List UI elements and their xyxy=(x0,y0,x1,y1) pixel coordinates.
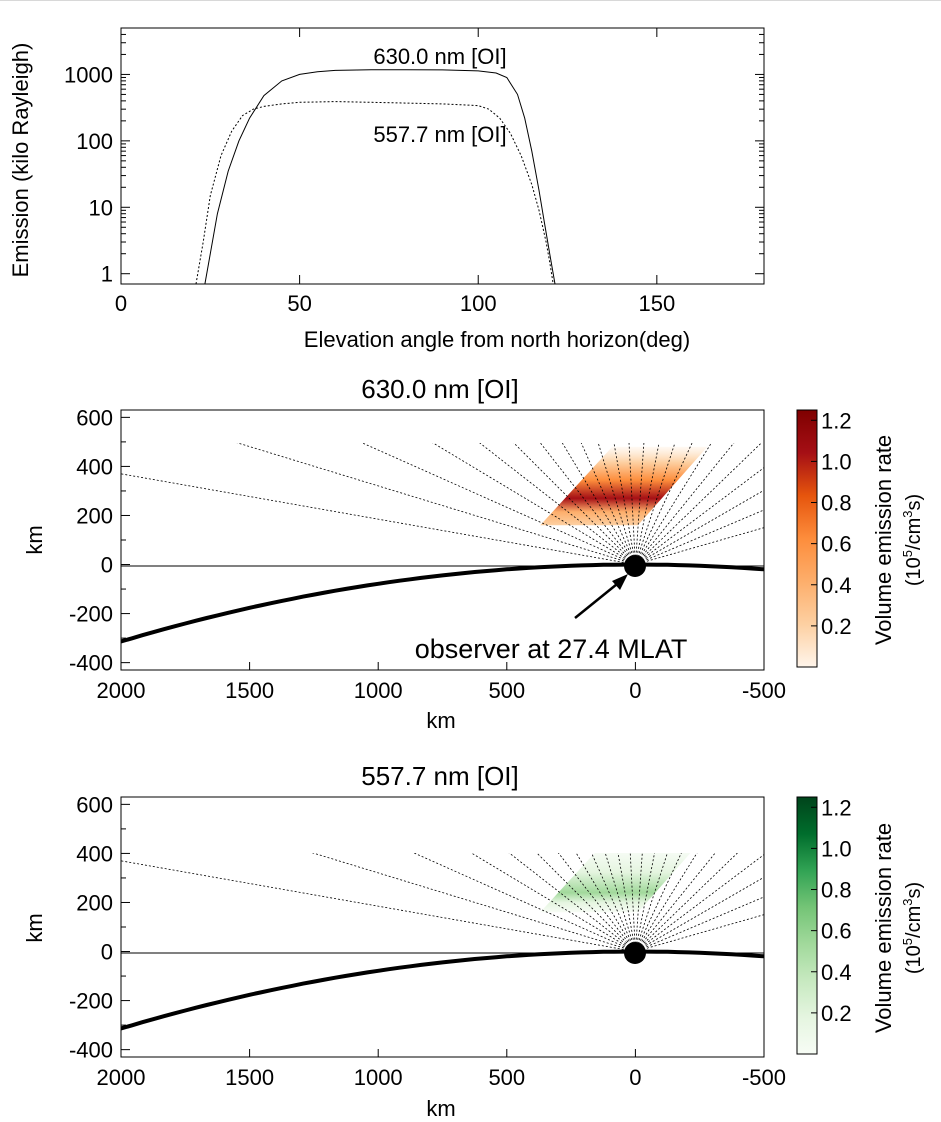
sight-ray xyxy=(121,860,636,952)
series-line-557.7 xyxy=(195,101,554,285)
y-tick-label: 200 xyxy=(76,503,113,528)
colorbar xyxy=(796,409,818,668)
x-tick-label: 500 xyxy=(488,1065,525,1090)
colorbar-tick-label: 0.8 xyxy=(821,491,852,516)
x-axis-label: Elevation angle from north horizon(deg) xyxy=(304,327,690,352)
colorbar-tick-label: 1.2 xyxy=(821,408,852,433)
x-tick-label: 150 xyxy=(638,291,675,316)
colorbar-tick-label: 0.6 xyxy=(821,532,852,557)
y-tick-label: 0 xyxy=(101,553,113,578)
series-lines xyxy=(195,69,556,285)
colorbar-tick-label: 0.4 xyxy=(821,573,852,598)
x-tick-label: 2000 xyxy=(97,678,146,703)
series-label-630: 630.0 nm [OI] xyxy=(373,44,506,69)
y-tick-label: 0 xyxy=(101,940,113,965)
emission-line-chart: 0 50 100 150 1 10 100 1000 630.0 nm [OI] 557.7 … xyxy=(8,27,765,352)
line-of-sight-rays xyxy=(121,853,764,952)
earth-surface xyxy=(121,949,764,1031)
y-tick-label: 600 xyxy=(76,405,113,430)
y-tick-label: 1 xyxy=(101,262,113,287)
sight-ray xyxy=(236,443,636,565)
colorbar-tick-label: 0.2 xyxy=(821,614,852,639)
observer-arrow-head xyxy=(612,574,628,590)
axis-ticks: 0 50 100 150 1 10 100 1000 xyxy=(64,27,764,316)
x-tick-label: 0 xyxy=(115,291,127,316)
y-axis-label: km xyxy=(22,525,47,554)
colorbar-tick-label: 1.0 xyxy=(821,449,852,474)
map-title: 630.0 nm [OI] xyxy=(361,374,519,404)
y-tick-label: 10 xyxy=(89,195,113,220)
x-tick-label: 50 xyxy=(287,291,311,316)
emission-region xyxy=(540,853,691,913)
series-line-630.0 xyxy=(204,69,556,285)
observer-label: observer at 27.4 MLAT xyxy=(415,634,688,664)
sight-ray xyxy=(432,443,636,565)
y-tick-label: 600 xyxy=(76,792,113,817)
observer-marker xyxy=(624,555,646,577)
axis-ticks: 2000 1500 1000 500 0 -500 -400 -200 0 200 400 600 xyxy=(69,792,786,1090)
colorbar-tick-label: 0.4 xyxy=(821,960,852,985)
colorbar-tick-label: 0.2 xyxy=(821,1001,852,1026)
x-tick-label: -500 xyxy=(742,678,786,703)
x-tick-label: -500 xyxy=(742,1065,786,1090)
colorbar-tick-label: 0.8 xyxy=(821,878,852,903)
x-tick-label: 0 xyxy=(629,1065,641,1090)
x-axis-label: km xyxy=(426,1096,455,1121)
x-tick-label: 0 xyxy=(629,678,641,703)
sight-ray xyxy=(311,853,636,952)
y-tick-label: -400 xyxy=(69,651,113,676)
line-of-sight-rays xyxy=(121,443,764,565)
colorbar-label: Volume emission rate xyxy=(871,823,896,1033)
colorbar-ticks: 0.2 0.4 0.6 0.8 1.0 1.2 xyxy=(811,795,852,1026)
colorbar-tick-label: 1.2 xyxy=(821,795,852,820)
colorbar xyxy=(796,796,818,1055)
y-tick-label: -200 xyxy=(69,989,113,1014)
colorbar-tick-label: 0.6 xyxy=(821,919,852,944)
y-tick-label: 1000 xyxy=(64,62,113,87)
window-top-border xyxy=(0,0,941,1)
sight-ray xyxy=(413,853,636,952)
y-axis-label: km xyxy=(22,913,47,942)
y-tick-label: -400 xyxy=(69,1038,113,1063)
y-tick-label: -200 xyxy=(69,602,113,627)
series-label-557: 557.7 nm [OI] xyxy=(373,122,506,147)
y-tick-label: 100 xyxy=(76,129,113,154)
x-tick-label: 1000 xyxy=(354,678,403,703)
earth-surface xyxy=(121,562,764,644)
axis-ticks: 2000 1500 1000 500 0 -500 -400 -200 0 200 400 600 xyxy=(69,405,786,703)
colorbar-units: (105/cm3s) xyxy=(900,494,925,586)
x-tick-label: 500 xyxy=(488,678,525,703)
observer-arrow xyxy=(574,579,623,619)
y-tick-label: 400 xyxy=(76,841,113,866)
sight-ray xyxy=(361,443,636,565)
x-tick-label: 1500 xyxy=(225,1065,274,1090)
sight-ray xyxy=(580,443,636,565)
x-tick-label: 1000 xyxy=(354,1065,403,1090)
sight-ray xyxy=(121,473,636,565)
y-tick-label: 200 xyxy=(76,890,113,915)
emission-map-630: 630.0 nm [OI] observer at 27.4 MLAT 2000… xyxy=(22,374,925,733)
x-tick-label: 100 xyxy=(460,291,497,316)
colorbar-ticks: 0.2 0.4 0.6 0.8 1.0 1.2 xyxy=(811,408,852,639)
map-title: 557.7 nm [OI] xyxy=(361,761,519,791)
colorbar-units: (105/cm3s) xyxy=(900,882,925,974)
x-axis-label: km xyxy=(426,708,455,733)
x-tick-label: 2000 xyxy=(97,1065,146,1090)
observer-marker xyxy=(624,942,646,964)
colorbar-tick-label: 1.0 xyxy=(821,836,852,861)
y-axis-label: Emission (kilo Rayleigh) xyxy=(8,43,33,278)
colorbar-label: Volume emission rate xyxy=(871,435,896,645)
emission-region xyxy=(540,446,708,526)
x-tick-label: 1500 xyxy=(225,678,274,703)
y-tick-label: 400 xyxy=(76,454,113,479)
